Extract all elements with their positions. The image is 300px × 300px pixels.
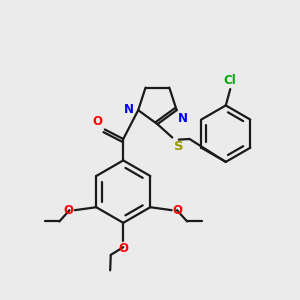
- Text: Cl: Cl: [224, 74, 237, 87]
- Text: O: O: [64, 204, 74, 217]
- Text: N: N: [178, 112, 188, 125]
- Text: N: N: [124, 103, 134, 116]
- Text: O: O: [118, 242, 128, 255]
- Text: O: O: [92, 115, 102, 128]
- Text: S: S: [174, 140, 183, 153]
- Text: O: O: [173, 204, 183, 217]
